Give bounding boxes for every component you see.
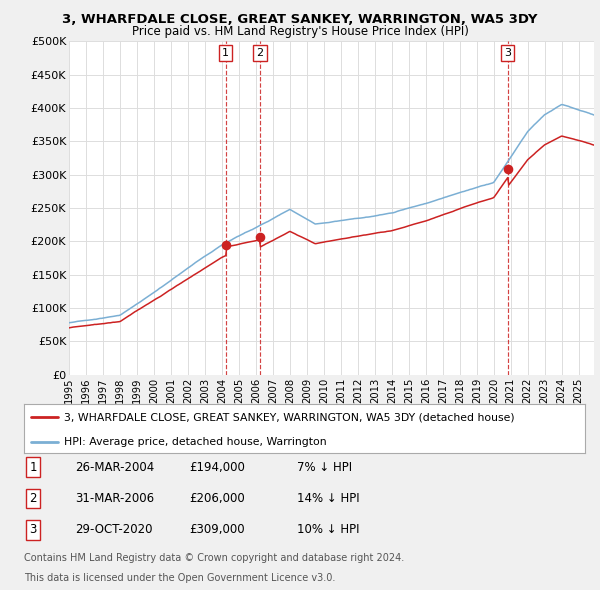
Text: £206,000: £206,000: [189, 492, 245, 505]
Text: 31-MAR-2006: 31-MAR-2006: [75, 492, 154, 505]
Text: Contains HM Land Registry data © Crown copyright and database right 2024.: Contains HM Land Registry data © Crown c…: [24, 553, 404, 563]
Text: £194,000: £194,000: [189, 461, 245, 474]
Text: HPI: Average price, detached house, Warrington: HPI: Average price, detached house, Warr…: [64, 437, 327, 447]
Text: 2: 2: [257, 48, 264, 58]
Text: Price paid vs. HM Land Registry's House Price Index (HPI): Price paid vs. HM Land Registry's House …: [131, 25, 469, 38]
Text: 10% ↓ HPI: 10% ↓ HPI: [297, 523, 359, 536]
Text: 1: 1: [223, 48, 229, 58]
Text: £309,000: £309,000: [189, 523, 245, 536]
Text: This data is licensed under the Open Government Licence v3.0.: This data is licensed under the Open Gov…: [24, 573, 335, 583]
Point: [256, 232, 265, 242]
Point: [503, 164, 512, 173]
Text: 7% ↓ HPI: 7% ↓ HPI: [297, 461, 352, 474]
Text: 3: 3: [505, 48, 511, 58]
Text: 1: 1: [29, 461, 37, 474]
Text: 3, WHARFDALE CLOSE, GREAT SANKEY, WARRINGTON, WA5 3DY: 3, WHARFDALE CLOSE, GREAT SANKEY, WARRIN…: [62, 13, 538, 26]
Point: [221, 241, 230, 250]
Text: 26-MAR-2004: 26-MAR-2004: [75, 461, 154, 474]
Text: 2: 2: [29, 492, 37, 505]
Text: 3, WHARFDALE CLOSE, GREAT SANKEY, WARRINGTON, WA5 3DY (detached house): 3, WHARFDALE CLOSE, GREAT SANKEY, WARRIN…: [64, 412, 515, 422]
Text: 29-OCT-2020: 29-OCT-2020: [75, 523, 152, 536]
Text: 3: 3: [29, 523, 37, 536]
Text: 14% ↓ HPI: 14% ↓ HPI: [297, 492, 359, 505]
